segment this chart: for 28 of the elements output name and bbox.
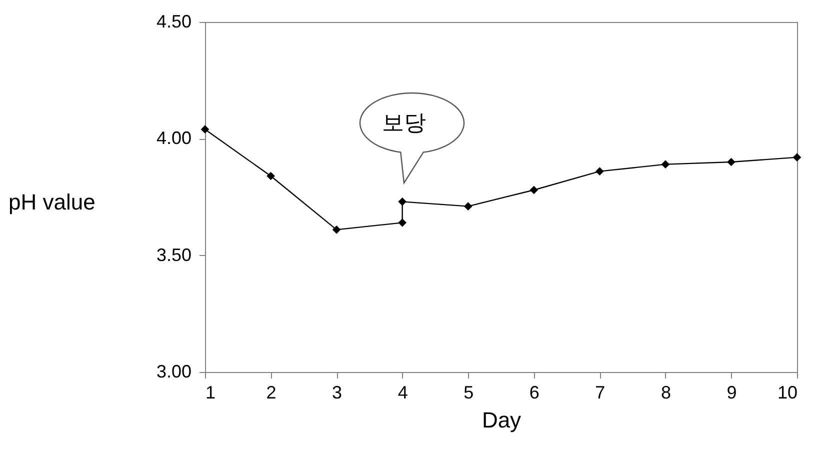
annotation: 보당	[381, 109, 427, 137]
y-tick-label: 3.00	[156, 362, 192, 382]
point	[661, 160, 670, 169]
point	[464, 202, 472, 211]
point	[398, 218, 407, 227]
x-tick-label: 6	[529, 382, 540, 402]
x-tick-label: 2	[266, 382, 276, 402]
point	[200, 125, 210, 134]
x-tick-label: 7	[595, 382, 606, 402]
x-tick-label: 9	[726, 382, 737, 402]
x-axis-title: Day	[482, 408, 522, 432]
y-tick-label: 4.00	[156, 128, 192, 148]
point	[266, 172, 275, 180]
point	[332, 225, 341, 234]
x-tick-label: 3	[332, 382, 342, 402]
point	[530, 186, 538, 194]
x-tick-label: 5	[464, 382, 474, 402]
point	[792, 153, 802, 162]
y-axis-title: pH value	[8, 190, 96, 214]
x-tick-label: 10	[777, 382, 798, 402]
x-tick-label: 4	[398, 382, 408, 402]
y-tick-label: 4.50	[156, 12, 192, 32]
x-tick-label: 8	[660, 382, 671, 402]
point	[595, 167, 604, 176]
point	[727, 158, 736, 166]
point	[398, 197, 407, 206]
y-tick-label: 3.50	[156, 244, 192, 265]
x-tick-label: 1	[206, 382, 216, 402]
